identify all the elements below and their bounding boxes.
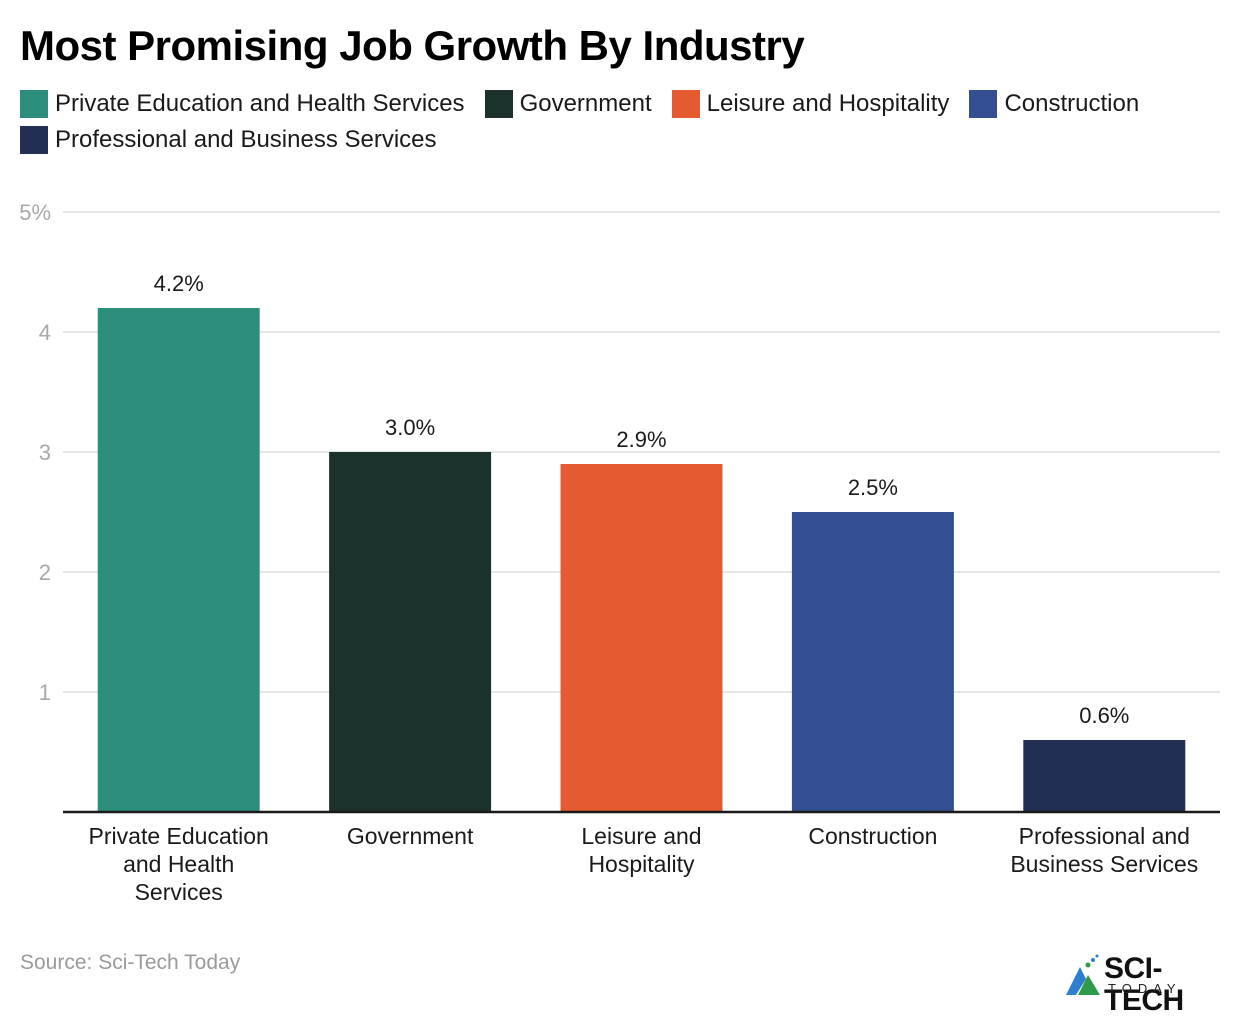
legend-label: Professional and Business Services (55, 126, 437, 153)
x-tick-label: Construction (808, 823, 937, 849)
legend-label: Government (519, 90, 652, 117)
source-note: Source: Sci-Tech Today (20, 951, 241, 974)
bar (560, 464, 723, 812)
legend-item: Professional and Business Services (20, 126, 437, 154)
logo-subtext: TODAY (1108, 981, 1182, 996)
legend-label: Leisure and Hospitality (706, 90, 950, 117)
x-tick-label: and Health (123, 851, 234, 877)
chart-title: Most Promising Job Growth By Industry (20, 22, 805, 69)
legend-swatch (20, 126, 48, 154)
y-tick-label: 4 (39, 320, 51, 345)
x-tick-label: Government (347, 823, 474, 849)
x-tick-label: Leisure and (581, 823, 701, 849)
y-tick-label: 5% (19, 200, 51, 225)
sci-tech-logo: SCI-TECH TODAY (1064, 953, 1240, 1017)
legend: Private Education and Health Services Go… (20, 90, 1220, 154)
bar (1023, 740, 1186, 812)
logo-mark-icon (1066, 954, 1100, 995)
legend-label: Private Education and Health Services (55, 90, 465, 117)
data-label: 2.5% (848, 475, 898, 500)
legend-swatch (20, 90, 48, 118)
bar (329, 452, 492, 812)
x-tick-label: Services (135, 879, 223, 905)
x-tick-label: Private Education (89, 823, 269, 849)
legend-label: Construction (1004, 90, 1140, 117)
legend-item: Leisure and Hospitality (671, 90, 950, 118)
legend-item: Construction (969, 90, 1139, 118)
x-tick-label: Hospitality (588, 851, 695, 877)
bar (791, 512, 954, 812)
legend-swatch (969, 90, 998, 118)
y-tick-label: 1 (39, 680, 51, 705)
data-label: 2.9% (616, 427, 666, 452)
x-tick-label: Professional and (1019, 823, 1190, 849)
data-label: 4.2% (154, 271, 204, 296)
data-label: 3.0% (385, 415, 435, 440)
y-tick-label: 2 (39, 560, 51, 585)
y-tick-label: 3 (39, 440, 51, 465)
legend-swatch (671, 90, 700, 118)
legend-item: Private Education and Health Services (20, 90, 465, 118)
x-tick-label: Business Services (1010, 851, 1198, 877)
data-label: 0.6% (1079, 703, 1129, 728)
legend-swatch (484, 90, 513, 118)
bar (97, 308, 260, 812)
legend-item: Government (484, 90, 652, 118)
